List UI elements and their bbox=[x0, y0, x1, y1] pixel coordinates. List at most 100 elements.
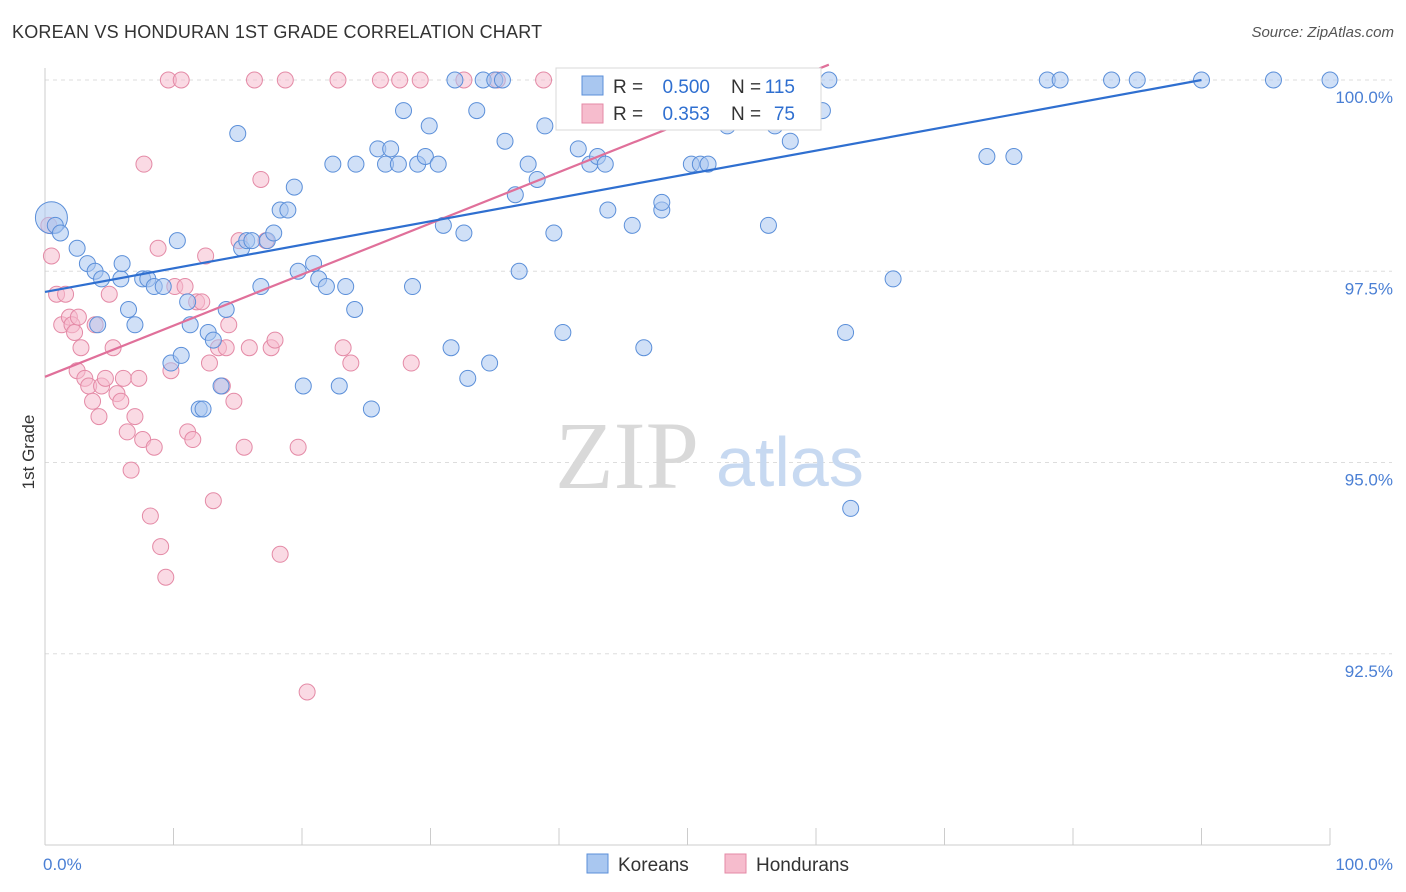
x-tick-label: 100.0% bbox=[1335, 855, 1393, 874]
honduran-point bbox=[172, 71, 190, 89]
honduran-point bbox=[130, 369, 148, 387]
korean-point bbox=[459, 369, 477, 387]
korean-point bbox=[569, 140, 587, 158]
honduran-point bbox=[69, 308, 87, 326]
korean-point bbox=[347, 155, 365, 173]
korean-point bbox=[212, 377, 230, 395]
honduran-point bbox=[176, 278, 194, 296]
axes bbox=[44, 68, 1331, 846]
honduran-point bbox=[152, 538, 170, 556]
korean-point bbox=[324, 155, 342, 173]
korean-point bbox=[89, 316, 107, 334]
honduran-point bbox=[276, 71, 294, 89]
legend-korean-label: Koreans bbox=[618, 855, 689, 876]
korean-point bbox=[346, 301, 364, 318]
gridlines bbox=[45, 79, 1392, 655]
korean-point bbox=[113, 255, 131, 273]
korean-point bbox=[759, 216, 777, 234]
honduran-point bbox=[66, 323, 84, 341]
tick-labels: 100.0% 97.5% 95.0% 92.5% 0.0% 100.0% bbox=[43, 88, 1393, 874]
y-axis-label: 1st Grade bbox=[19, 415, 38, 490]
legend: Koreans Hondurans bbox=[586, 853, 849, 876]
korean-point bbox=[1103, 71, 1121, 89]
korean-point bbox=[635, 339, 653, 357]
honduran-point bbox=[371, 71, 389, 89]
korean-point bbox=[285, 178, 303, 196]
honduran-point bbox=[197, 247, 215, 265]
korean-point bbox=[389, 155, 407, 173]
stats-korean-swatch bbox=[581, 75, 604, 96]
series-koreans-points bbox=[34, 71, 1339, 517]
korean-point bbox=[93, 270, 111, 288]
honduran-point bbox=[149, 239, 167, 257]
legend-korean-swatch bbox=[586, 853, 609, 874]
honduran-point bbox=[329, 71, 347, 89]
stats-korean-r-label: R = bbox=[613, 77, 643, 98]
korean-point bbox=[1051, 71, 1069, 89]
honduran-point bbox=[402, 354, 420, 372]
korean-point bbox=[168, 232, 186, 250]
korean-point bbox=[317, 278, 335, 296]
korean-point bbox=[446, 71, 464, 89]
korean-point bbox=[599, 201, 617, 219]
stats-honduran-r-label: R = bbox=[613, 104, 643, 125]
korean-point bbox=[279, 201, 297, 219]
korean-point bbox=[362, 400, 380, 418]
korean-point bbox=[837, 323, 855, 341]
korean-point bbox=[978, 148, 996, 165]
honduran-point bbox=[122, 461, 140, 479]
korean-point bbox=[68, 239, 86, 257]
korean-point bbox=[820, 71, 838, 89]
honduran-point bbox=[334, 339, 352, 357]
korean-point bbox=[51, 224, 69, 242]
korean-point bbox=[179, 293, 197, 311]
watermark: ZIP atlas bbox=[555, 402, 864, 509]
korean-point bbox=[1005, 148, 1023, 165]
korean-point bbox=[781, 132, 799, 150]
korean-point bbox=[404, 278, 422, 296]
watermark-zip: ZIP bbox=[555, 402, 699, 509]
honduran-point bbox=[90, 408, 108, 426]
honduran-point bbox=[217, 339, 235, 357]
legend-honduran-swatch bbox=[724, 853, 747, 874]
honduran-point bbox=[204, 492, 222, 510]
stats-korean-r-value: 0.500 bbox=[662, 77, 710, 98]
korean-point bbox=[154, 278, 172, 296]
honduran-point bbox=[220, 316, 238, 334]
korean-point bbox=[1128, 71, 1146, 89]
korean-point bbox=[545, 224, 563, 242]
korean-point bbox=[468, 102, 486, 120]
x-tick-label: 0.0% bbox=[43, 855, 82, 874]
korean-point bbox=[596, 155, 614, 173]
stats-honduran-n-value: 75 bbox=[774, 104, 795, 125]
korean-point bbox=[699, 155, 717, 173]
honduran-point bbox=[200, 354, 218, 372]
honduran-point bbox=[141, 507, 159, 525]
honduran-point bbox=[84, 392, 102, 410]
honduran-point bbox=[225, 392, 243, 410]
stats-honduran-n-label: N = bbox=[731, 104, 761, 125]
honduran-point bbox=[193, 293, 211, 311]
korean-point bbox=[496, 132, 514, 150]
honduran-point bbox=[240, 339, 258, 357]
honduran-point bbox=[135, 155, 153, 173]
korean-point bbox=[554, 323, 572, 341]
korean-point bbox=[229, 125, 247, 143]
korean-point bbox=[382, 140, 400, 158]
honduran-point bbox=[157, 568, 175, 586]
korean-point bbox=[455, 224, 473, 242]
korean-point bbox=[420, 117, 438, 135]
stats-box: R = 0.500 N = 115 R = 0.353 N = 75 bbox=[555, 67, 822, 131]
y-tick-label: 97.5% bbox=[1345, 279, 1393, 298]
y-tick-label: 92.5% bbox=[1345, 662, 1393, 681]
honduran-point bbox=[42, 247, 60, 265]
korean-point bbox=[623, 216, 641, 234]
korean-point bbox=[536, 117, 554, 135]
korean-point bbox=[442, 339, 460, 357]
korean-point bbox=[194, 400, 212, 418]
korean-point bbox=[519, 155, 537, 173]
legend-honduran-label: Hondurans bbox=[756, 855, 849, 876]
honduran-point bbox=[184, 431, 202, 449]
korean-point bbox=[842, 499, 860, 517]
